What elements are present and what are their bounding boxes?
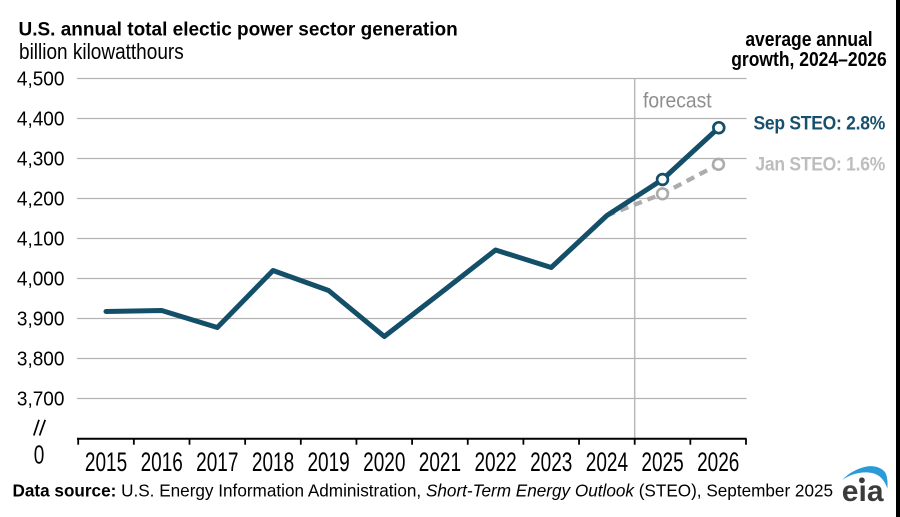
svg-text:2022: 2022 <box>474 447 516 477</box>
svg-text:2015: 2015 <box>85 447 127 477</box>
svg-text:4,400: 4,400 <box>17 108 65 131</box>
svg-text:2016: 2016 <box>141 447 183 477</box>
svg-text:U.S. annual total electic powe: U.S. annual total electic power sector g… <box>19 19 458 40</box>
svg-text:4,100: 4,100 <box>17 228 65 251</box>
svg-text:2021: 2021 <box>419 447 461 477</box>
svg-text:2025: 2025 <box>641 447 683 477</box>
svg-text:3,900: 3,900 <box>17 308 65 331</box>
svg-text:billion kilowatthours: billion kilowatthours <box>19 40 184 65</box>
svg-text:Sep STEO: 2.8%: Sep STEO: 2.8% <box>753 112 885 134</box>
svg-text:0: 0 <box>34 440 45 470</box>
svg-text:3,700: 3,700 <box>17 388 65 411</box>
svg-text:Data source: U.S. Energy Infor: Data source: U.S. Energy Information Adm… <box>13 480 834 500</box>
svg-text:4,300: 4,300 <box>17 148 65 171</box>
svg-text:2024: 2024 <box>586 447 628 477</box>
svg-text:2018: 2018 <box>252 447 294 477</box>
svg-text:Jan STEO: 1.6%: Jan STEO: 1.6% <box>755 153 885 175</box>
svg-text:2023: 2023 <box>530 447 572 477</box>
svg-text:4,000: 4,000 <box>17 268 65 291</box>
svg-text:4,500: 4,500 <box>17 68 65 91</box>
svg-text:2019: 2019 <box>307 447 349 477</box>
svg-text:average annual: average annual <box>745 28 872 50</box>
svg-text:forecast: forecast <box>643 90 712 113</box>
svg-text:4,200: 4,200 <box>17 188 65 211</box>
svg-text:2026: 2026 <box>697 447 739 477</box>
svg-text:growth, 2024–2026: growth, 2024–2026 <box>731 48 887 70</box>
svg-text:2017: 2017 <box>196 447 238 477</box>
svg-text:2020: 2020 <box>363 447 405 477</box>
svg-text:3,800: 3,800 <box>17 348 65 371</box>
